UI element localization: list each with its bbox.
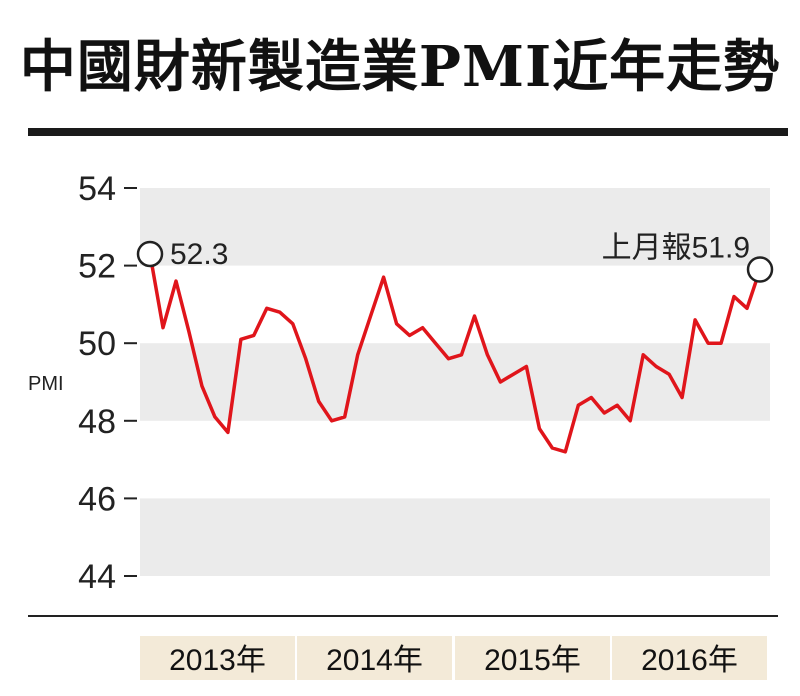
year-label-3: 2016年 [641,644,738,677]
year-label-0: 2013年 [169,644,266,677]
chart-title: 中國財新製造業PMI近年走勢 [19,34,781,100]
title-rule [28,128,788,136]
y-axis-label: PMI [28,373,64,395]
y-tick-label-52: 52 [78,248,116,286]
annotation-marker-1 [746,256,774,283]
y-tick-label-44: 44 [78,558,116,596]
y-tick-label-54: 54 [78,170,116,208]
band-2 [140,498,770,576]
pmi-series-line [148,252,762,454]
annotation-marker-0 [136,240,164,268]
y-tick-label-46: 46 [78,480,116,518]
year-label-1: 2014年 [326,644,423,677]
annotation-label-1: 上月報51.9 [602,231,750,264]
year-label-2: 2015年 [484,644,581,677]
year-label-box-1 [297,636,452,680]
band-0 [140,188,770,266]
y-tick-label-48: 48 [78,403,116,441]
y-tick-label-50: 50 [78,325,116,363]
year-label-box-3 [612,636,767,680]
year-label-box-2 [455,636,610,680]
annotation-label-0: 52.3 [170,238,228,271]
year-label-box-0 [140,636,295,680]
